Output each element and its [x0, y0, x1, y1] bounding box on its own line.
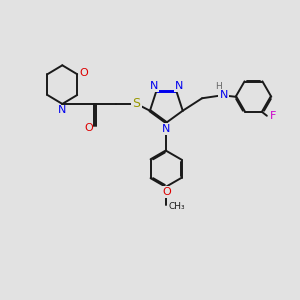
- Text: O: O: [162, 187, 171, 197]
- Text: N: N: [150, 81, 158, 91]
- Text: CH₃: CH₃: [168, 202, 185, 211]
- Text: N: N: [58, 106, 66, 116]
- Text: N: N: [162, 124, 170, 134]
- Text: O: O: [79, 68, 88, 78]
- Text: S: S: [133, 98, 141, 110]
- Text: O: O: [84, 123, 93, 133]
- Text: N: N: [220, 90, 228, 100]
- Text: N: N: [175, 81, 183, 91]
- Text: F: F: [270, 111, 277, 121]
- Text: H: H: [215, 82, 222, 91]
